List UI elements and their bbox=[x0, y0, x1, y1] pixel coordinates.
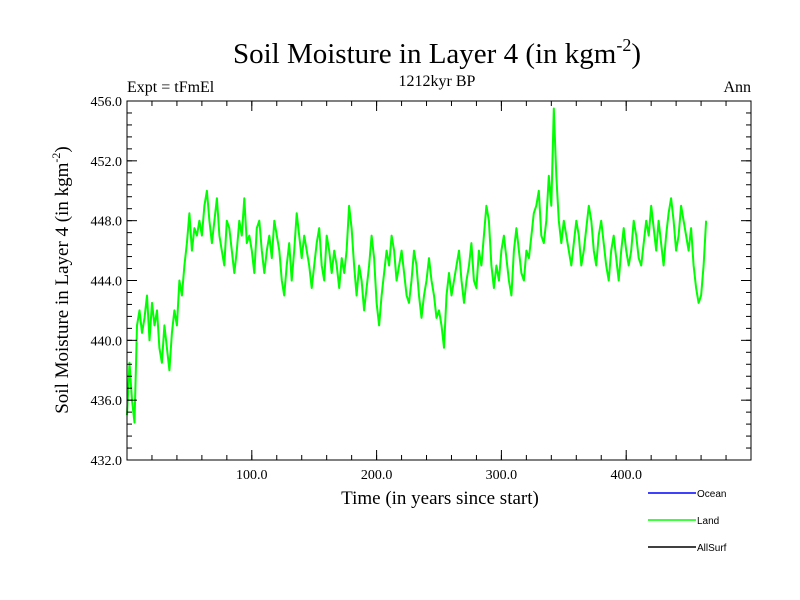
legend: Ocean Land AllSurf bbox=[648, 489, 727, 554]
x-tick-label: 400.0 bbox=[610, 468, 642, 483]
expt-label: Expt = tFmEl bbox=[127, 79, 215, 96]
y-tick-label: 452.0 bbox=[91, 155, 123, 170]
x-tick-label: 300.0 bbox=[486, 468, 518, 483]
y-tick-label: 436.0 bbox=[91, 394, 123, 409]
y-tick-label: 432.0 bbox=[91, 454, 123, 469]
y-tick-label: 448.0 bbox=[91, 215, 123, 230]
chart-title: Soil Moisture in Layer 4 (in kgm-2) bbox=[233, 35, 641, 70]
season-label: Ann bbox=[723, 79, 751, 96]
x-axis-label: Time (in years since start) bbox=[341, 488, 539, 509]
plot-frame bbox=[126, 100, 752, 461]
y-tick-label: 456.0 bbox=[91, 95, 123, 110]
x-tick-label: 200.0 bbox=[361, 468, 393, 483]
y-tick-label: 444.0 bbox=[91, 275, 123, 290]
y-tick-label: 440.0 bbox=[91, 334, 123, 349]
series-line-land bbox=[126, 107, 708, 424]
legend-label-ocean: Ocean bbox=[697, 489, 726, 500]
legend-label-allsurf: AllSurf bbox=[697, 543, 727, 554]
y-axis-label: Soil Moisture in Layer 4 (in kgm-2) bbox=[49, 146, 73, 414]
chart-subtitle: 1212kyr BP bbox=[399, 73, 476, 90]
legend-label-land: Land bbox=[697, 516, 719, 527]
x-tick-label: 100.0 bbox=[236, 468, 268, 483]
